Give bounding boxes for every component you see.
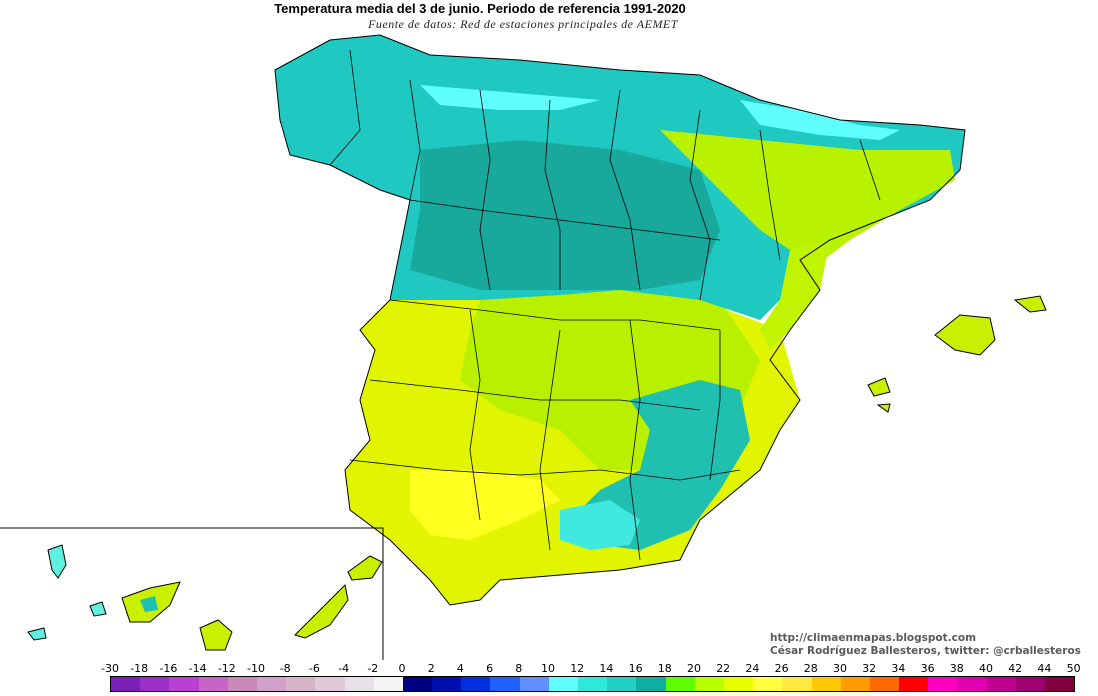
- legend-label: 6: [486, 662, 494, 675]
- legend-label: 4: [456, 662, 464, 675]
- legend-swatch: [840, 677, 870, 691]
- legend-label: 8: [515, 662, 523, 675]
- legend-label: -2: [367, 662, 379, 675]
- levante-coast: [760, 240, 830, 350]
- pyrenees: [740, 100, 900, 140]
- legend-swatch: [519, 677, 549, 691]
- lanzarote: [347, 555, 383, 581]
- la-palma: [47, 544, 67, 579]
- menorca: [1013, 295, 1047, 313]
- legend-label: 36: [920, 662, 935, 675]
- legend-label: 2: [427, 662, 435, 675]
- legend-swatch: [636, 677, 666, 691]
- legend-swatch: [753, 677, 783, 691]
- legend-swatch: [665, 677, 695, 691]
- canarias-inset-frame: [0, 527, 384, 660]
- legend-label: -6: [308, 662, 320, 675]
- el-hierro: [27, 627, 47, 641]
- ebro-valley: [660, 130, 955, 270]
- legend-label: -18: [130, 662, 149, 675]
- legend-label: 38: [949, 662, 964, 675]
- legend-label: -10: [247, 662, 265, 675]
- legend-label: 34: [891, 662, 906, 675]
- tenerife-teide: [140, 596, 158, 612]
- legend-label: -14: [188, 662, 207, 675]
- la-gomera: [89, 601, 107, 617]
- map-subtitle: Fuente de datos: Red de estaciones princ…: [368, 17, 678, 31]
- legend-label: 18: [657, 662, 672, 675]
- legend-swatch: [432, 677, 462, 691]
- legend-swatch: [811, 677, 841, 691]
- legend-swatch: [548, 677, 578, 691]
- legend-swatch: [607, 677, 637, 691]
- legend-swatch: [1045, 677, 1075, 691]
- province-borders: [329, 49, 881, 561]
- legend-label: 22: [716, 662, 731, 675]
- gran-canaria: [199, 619, 233, 651]
- legend-swatch: [286, 677, 316, 691]
- legend-label: -16: [159, 662, 178, 675]
- legend-swatch: [490, 677, 520, 691]
- legend-swatch: [256, 677, 287, 691]
- map-title: Temperatura media del 3 de junio. Period…: [274, 1, 686, 16]
- legend-label: -4: [338, 662, 350, 675]
- peninsula-outline: [274, 34, 966, 606]
- legend-label: 30: [833, 662, 847, 675]
- legend-swatch: [869, 677, 900, 691]
- legend-swatch: [694, 677, 724, 691]
- legend-swatch: [461, 677, 491, 691]
- legend-swatch: [227, 677, 257, 691]
- sierra-nevada: [560, 500, 640, 550]
- legend-label: 42: [1008, 662, 1023, 675]
- ibiza: [867, 377, 891, 397]
- legend-label: 0: [398, 662, 406, 675]
- legend-label: 16: [628, 662, 643, 675]
- legend-swatch: [578, 677, 608, 691]
- legend-swatch: [169, 677, 199, 691]
- legend-swatch: [344, 677, 374, 691]
- legend-label: 20: [687, 662, 701, 675]
- legend-label: -30: [101, 662, 119, 675]
- legend-swatch: [315, 677, 345, 691]
- credits: http://climaenmapas.blogspot.com César R…: [770, 632, 1081, 658]
- legend-swatch: [928, 677, 958, 691]
- legend-label: 50: [1066, 662, 1081, 675]
- legend-label: 24: [745, 662, 760, 675]
- legend-label: 10: [541, 662, 555, 675]
- legend-label: 40: [979, 662, 993, 675]
- blog-link[interactable]: http://climaenmapas.blogspot.com: [770, 632, 977, 644]
- legend-swatch: [986, 677, 1016, 691]
- legend-label: 32: [862, 662, 877, 675]
- legend-swatch: [723, 677, 754, 691]
- legend-label: 14: [599, 662, 614, 675]
- legend-label: 44: [1037, 662, 1052, 675]
- legend-swatch: [373, 677, 403, 691]
- legend-label: 28: [803, 662, 818, 675]
- legend-swatch: [111, 677, 141, 691]
- legend-swatch: [957, 677, 987, 691]
- legend-label: 12: [570, 662, 585, 675]
- fuerteventura: [294, 583, 349, 639]
- legend-labels: -30 -18 -16 -14 -12 -10 -8 -6 -4 -2 0 2 4 6 8 10 12 14 16 1…: [96, 662, 1088, 676]
- legend-label: -8: [279, 662, 291, 675]
- legend-swatch: [140, 677, 170, 691]
- legend-swatch: [402, 677, 433, 691]
- legend-label: 26: [774, 662, 789, 675]
- formentera: [876, 403, 891, 413]
- legend-swatch: [782, 677, 812, 691]
- legend-swatch: [198, 677, 228, 691]
- legend-swatch: [1015, 677, 1045, 691]
- legend-label: -12: [217, 662, 236, 675]
- cantabrian-range: [420, 85, 600, 110]
- mallorca: [934, 314, 996, 356]
- guadalquivir-valley: [410, 470, 560, 540]
- author-credit: César Rodríguez Ballesteros, twitter: @c…: [770, 645, 1081, 657]
- legend-color-bar: [110, 676, 1076, 692]
- legend-swatch: [899, 677, 929, 691]
